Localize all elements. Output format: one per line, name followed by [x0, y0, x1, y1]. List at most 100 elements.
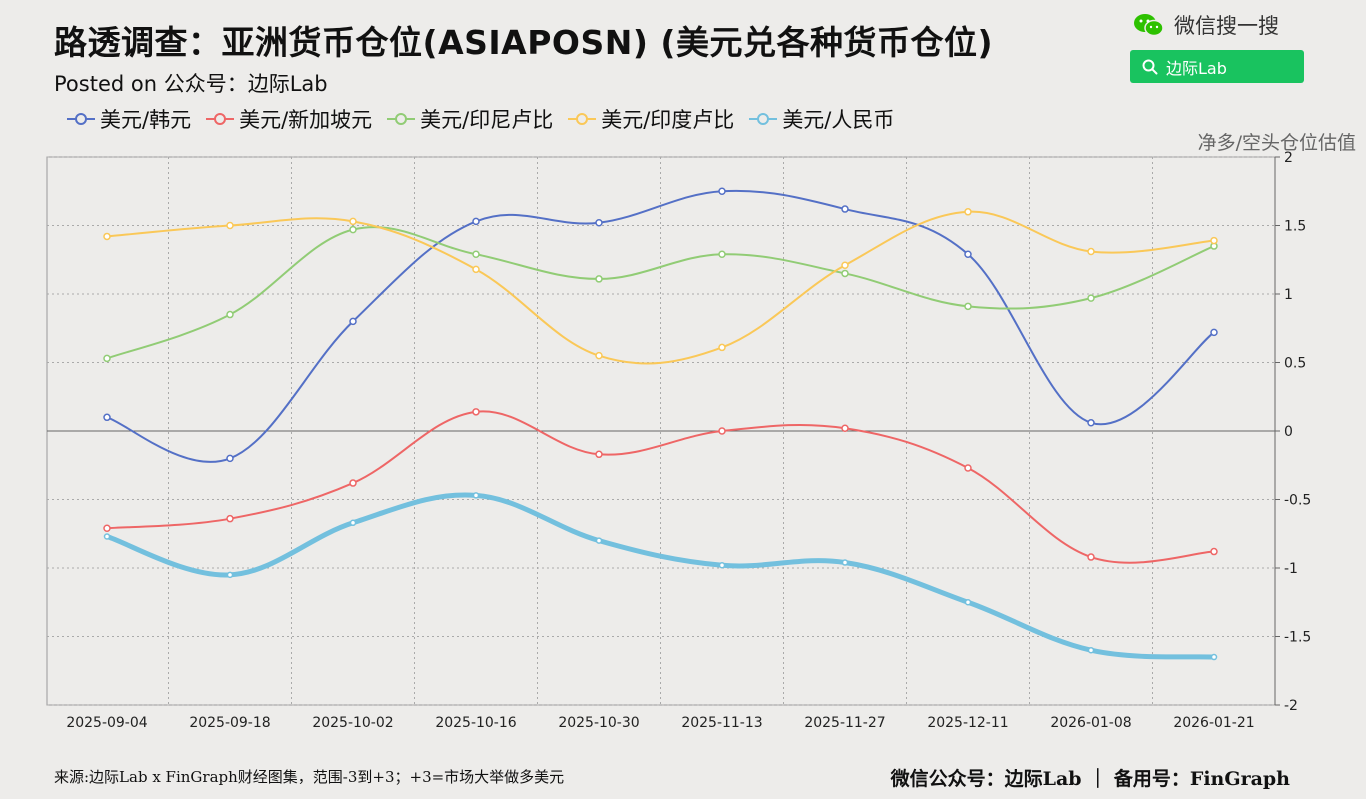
data-point: [595, 351, 603, 360]
data-point: [226, 310, 234, 319]
legend-line-circle-icon: [749, 113, 778, 125]
y-tick-label: 1: [1284, 287, 1293, 303]
y-tick-label: -1.5: [1284, 630, 1311, 646]
legend-item[interactable]: 美元/人民币: [748, 104, 894, 134]
data-point: [226, 454, 234, 463]
y-tick-label: 1.5: [1284, 219, 1306, 235]
data-point: [841, 424, 849, 433]
series-line: [106, 210, 1215, 365]
legend-line-circle-icon: [206, 113, 235, 125]
legend-item[interactable]: 美元/印度卢比: [567, 104, 734, 134]
x-tick-label: 2025-09-18: [189, 715, 270, 731]
x-tick-label: 2025-11-13: [681, 715, 762, 731]
data-point: [349, 519, 357, 527]
legend-item[interactable]: 美元/印尼卢比: [386, 104, 553, 134]
data-point: [1210, 547, 1218, 556]
legend-label: 美元/人民币: [782, 108, 895, 132]
data-point: [595, 450, 603, 459]
data-point: [964, 250, 972, 259]
y-tick-label: -2: [1284, 698, 1298, 714]
data-point: [1210, 653, 1218, 661]
y-tick-label: 0: [1284, 424, 1293, 440]
data-point: [964, 302, 972, 311]
data-point: [718, 562, 726, 569]
data-point: [349, 317, 357, 326]
data-point: [103, 413, 111, 422]
data-point: [1087, 646, 1095, 654]
legend-item[interactable]: 美元/新加坡元: [205, 104, 372, 134]
data-point: [841, 269, 849, 278]
data-point: [964, 464, 972, 472]
data-point: [472, 265, 480, 274]
data-point: [964, 599, 972, 606]
chart-legend: 美元/韩元 美元/新加坡元 美元/印尼卢比 美元/印度卢比 美元/人民币: [66, 104, 894, 134]
x-tick-label: 2025-10-30: [558, 715, 639, 731]
data-point: [1087, 247, 1095, 256]
data-point: [595, 219, 603, 227]
search-icon: [1142, 59, 1158, 74]
wechat-search-text: 边际Lab: [1166, 58, 1227, 78]
data-point: [1087, 294, 1095, 302]
y-tick-label: -0.5: [1284, 493, 1311, 509]
x-tick-label: 2025-12-11: [927, 715, 1008, 731]
data-point: [349, 225, 357, 234]
legend-label: 美元/新加坡元: [239, 108, 373, 132]
y-tick-label: -1: [1284, 561, 1298, 577]
data-point: [1210, 328, 1218, 337]
data-point: [103, 524, 111, 533]
x-tick-label: 2025-09-04: [66, 715, 147, 731]
footer-source: 来源:边际Lab x FinGraph财经图集，范围-3到+3；+3=市场大举做…: [54, 768, 565, 786]
page-title: 路透调查：亚洲货币仓位(ASIAPOSN) (美元兑各种货币仓位): [54, 23, 994, 62]
data-point: [226, 514, 234, 523]
x-tick-label: 2025-10-02: [312, 715, 393, 731]
legend-line-circle-icon: [67, 113, 95, 125]
data-point: [472, 217, 480, 226]
data-point: [472, 492, 480, 499]
data-point: [718, 187, 726, 195]
legend-line-circle-icon: [568, 113, 597, 125]
data-point: [349, 479, 357, 487]
data-point: [1087, 553, 1095, 561]
data-point: [1087, 419, 1095, 427]
data-point: [841, 261, 849, 269]
legend-label: 美元/印尼卢比: [420, 108, 554, 132]
wechat-search-button[interactable]: 边际Lab: [1130, 50, 1304, 83]
x-tick-label: 2025-10-16: [435, 715, 516, 731]
legend-label: 美元/韩元: [100, 108, 192, 132]
data-point: [718, 427, 726, 435]
x-tick-label: 2025-11-27: [804, 715, 885, 731]
data-point: [964, 208, 972, 216]
data-point: [349, 217, 357, 226]
y-tick-label: 2: [1284, 150, 1293, 166]
data-point: [472, 250, 480, 259]
legend-label: 美元/印度卢比: [601, 108, 735, 132]
subtitle: Posted on 公众号：边际Lab: [54, 72, 328, 96]
series-line: [106, 410, 1215, 564]
series-line: [106, 492, 1215, 660]
data-point: [718, 250, 726, 259]
series-line: [106, 226, 1215, 360]
data-point: [103, 354, 111, 363]
data-point: [841, 205, 849, 213]
data-point: [226, 221, 234, 230]
legend-item[interactable]: 美元/韩元: [66, 104, 191, 134]
data-point: [595, 275, 603, 283]
wechat-icon: [1134, 14, 1164, 37]
data-point: [595, 537, 603, 544]
series-line: [106, 189, 1215, 463]
data-point: [103, 533, 111, 540]
wechat-search-brand: 微信搜一搜: [1132, 10, 1279, 40]
data-point: [718, 343, 726, 352]
data-point: [103, 232, 111, 241]
data-point: [841, 559, 849, 566]
data-point: [1210, 236, 1218, 245]
y-tick-label: 0.5: [1284, 356, 1306, 372]
x-tick-label: 2026-01-08: [1050, 715, 1131, 731]
data-point: [472, 408, 480, 416]
data-point: [226, 571, 234, 579]
legend-line-circle-icon: [387, 113, 416, 125]
y-axis-label: 净多/空头仓位估值: [1197, 132, 1356, 154]
footer-account: 微信公众号：边际Lab ｜ 备用号：FinGraph: [890, 768, 1290, 790]
wechat-label: 微信搜一搜: [1174, 14, 1279, 38]
